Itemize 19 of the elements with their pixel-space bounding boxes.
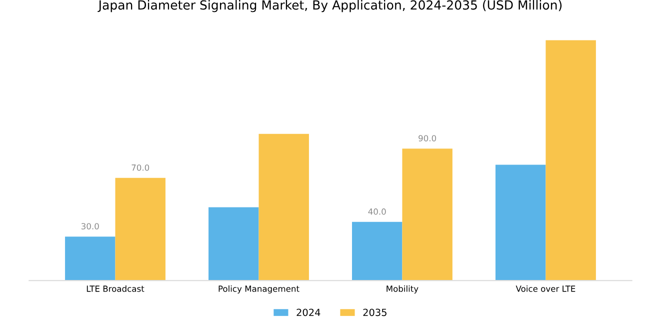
data-label: 30.0: [82, 223, 99, 230]
data-label: 90.0: [418, 135, 436, 142]
bar: [546, 40, 596, 281]
chart-title: Japan Diameter Signaling Market, By Application, 2024-2035 (USD Million): [98, 0, 562, 12]
bar: [352, 222, 402, 281]
data-label: 40.0: [368, 208, 386, 215]
data-label: 70.0: [132, 164, 150, 171]
bar: [258, 134, 309, 281]
legend-label: 2024: [296, 308, 320, 316]
x-tick-label: Policy Management: [218, 285, 300, 294]
x-tick-label: LTE Broadcast: [86, 285, 144, 292]
bar: [65, 236, 116, 281]
bar: [402, 148, 452, 281]
x-tick-label: Mobility: [386, 285, 418, 294]
x-tick-label: Voice over LTE: [516, 285, 576, 292]
bar: [495, 164, 546, 281]
bar: [208, 207, 259, 281]
legend-label: 2035: [363, 308, 386, 316]
bar: [115, 178, 166, 281]
